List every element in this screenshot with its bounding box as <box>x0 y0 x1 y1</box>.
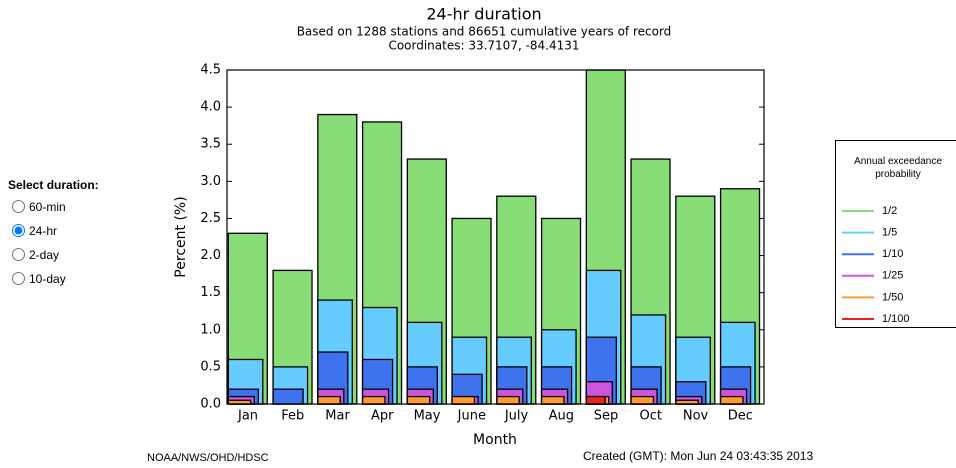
y-tick-label: 0.5 <box>200 359 221 374</box>
radio-option[interactable]: 10-day <box>8 270 99 294</box>
radio-label: 24-hr <box>29 224 58 238</box>
legend-label: 1/25 <box>882 270 903 282</box>
chart-subtitle: Based on 1288 stations and 86651 cumulat… <box>297 25 672 39</box>
bar <box>272 388 304 405</box>
bar <box>317 395 341 405</box>
x-tick-label: Sep <box>594 409 619 424</box>
radio-option[interactable]: 2-day <box>8 246 99 270</box>
x-tick-label: Jan <box>237 409 258 424</box>
y-tick-label: 3.5 <box>200 137 221 152</box>
y-tick-label: 4.5 <box>200 63 221 78</box>
legend-label: 1/100 <box>882 313 910 325</box>
x-tick-label: July <box>504 409 529 424</box>
y-tick-label: 3.0 <box>200 174 221 189</box>
duration-selector: Select duration: 60-min 24-hr 2-day 10-day <box>8 178 99 294</box>
selector-title: Select duration: <box>8 178 99 192</box>
radio-option[interactable]: 24-hr <box>8 222 99 246</box>
bar <box>406 395 431 405</box>
x-tick-label: Nov <box>683 409 709 424</box>
x-tick-label: June <box>457 409 486 424</box>
chart-subtitle: Coordinates: 33.7107, -84.4131 <box>388 39 579 53</box>
plot-frame <box>226 69 765 405</box>
x-tick-label: Dec <box>728 409 753 424</box>
x-tick-label: Oct <box>640 409 662 424</box>
x-axis-label: Month <box>473 432 517 448</box>
radio-label: 60-min <box>29 200 66 214</box>
footer-left: NOAA/NWS/OHD/HDSC <box>147 452 269 464</box>
x-tick-label: May <box>414 409 441 424</box>
footer-right: Created (GMT): Mon Jun 24 03:43:35 2013 <box>583 449 813 463</box>
radio-button[interactable] <box>12 200 25 213</box>
y-tick-label: 0.0 <box>200 397 221 412</box>
chart-title: 24-hr duration <box>426 5 541 24</box>
legend-title: Annual exceedance probability <box>854 156 942 180</box>
y-tick-label: 2.5 <box>200 211 221 226</box>
y-tick-label: 2.0 <box>200 248 221 263</box>
radio-label: 2-day <box>29 248 60 262</box>
y-axis-label: Percent (%) <box>173 196 189 277</box>
y-tick-label: 4.0 <box>200 100 221 115</box>
bar <box>496 395 520 405</box>
bar <box>361 395 386 405</box>
bar <box>585 395 606 405</box>
legend-label: 1/50 <box>882 291 903 303</box>
x-tick-label: Feb <box>281 409 304 424</box>
bar <box>630 395 655 405</box>
y-tick-label: 1.5 <box>200 285 221 300</box>
radio-option[interactable]: 60-min <box>8 198 99 222</box>
radio-button[interactable] <box>12 248 25 261</box>
bar <box>719 395 744 405</box>
radio-button[interactable] <box>12 224 25 237</box>
y-tick-label: 1.0 <box>200 322 221 337</box>
x-tick-label: Aug <box>549 409 574 424</box>
bar <box>451 395 476 405</box>
bar <box>540 395 565 405</box>
legend-box <box>835 140 956 328</box>
radio-button[interactable] <box>12 272 25 285</box>
legend-label: 1/10 <box>882 248 903 260</box>
x-tick-label: Apr <box>371 409 394 424</box>
radio-label: 10-day <box>29 272 66 286</box>
legend-label: 1/2 <box>882 205 897 217</box>
x-tick-label: Mar <box>325 409 350 424</box>
legend-label: 1/5 <box>882 227 897 239</box>
